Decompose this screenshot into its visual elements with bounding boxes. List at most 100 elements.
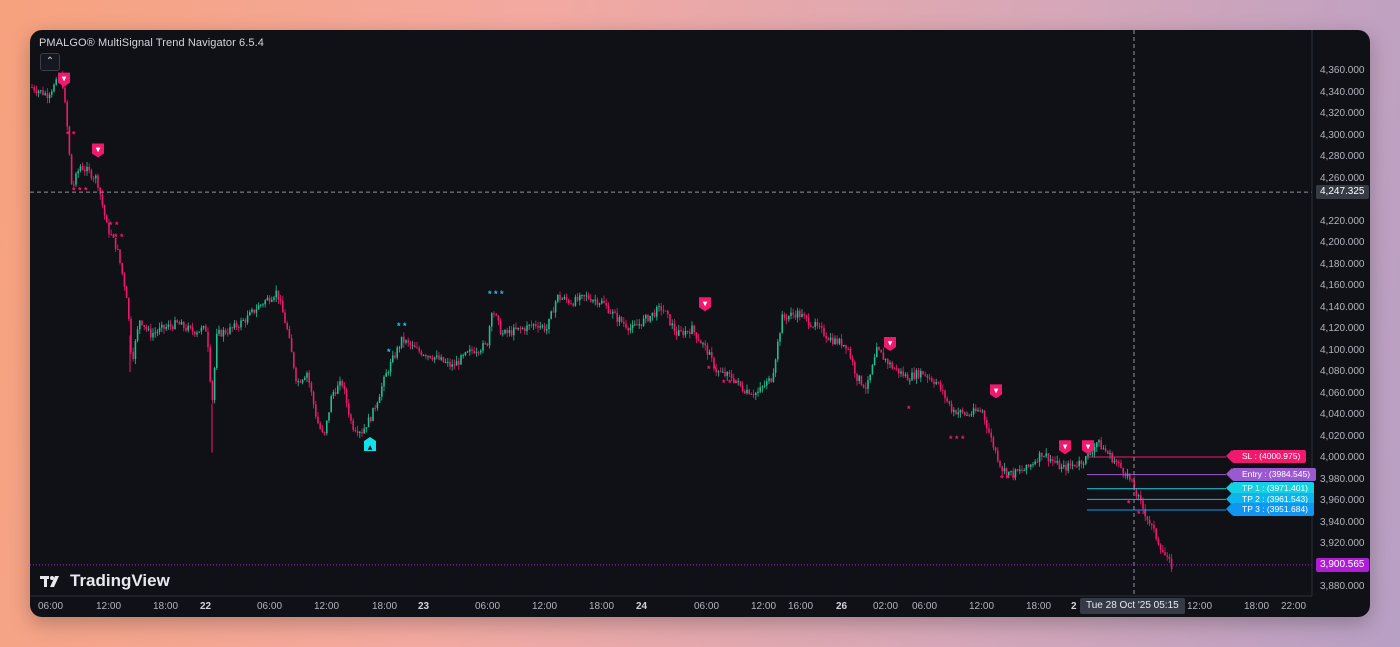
candle-body xyxy=(515,327,517,330)
candle-body xyxy=(719,371,722,373)
axes-layer xyxy=(30,30,1313,597)
candle-body xyxy=(286,323,288,329)
star-label: * * xyxy=(66,130,76,140)
candle-body xyxy=(1041,452,1043,457)
candle-body xyxy=(73,184,75,186)
candle-body xyxy=(662,310,665,312)
candle-body xyxy=(647,315,649,322)
candle-body xyxy=(1030,464,1032,467)
candle-body xyxy=(898,368,900,374)
candle-body xyxy=(114,237,117,249)
candle-body xyxy=(1102,448,1105,450)
candle-body xyxy=(893,368,896,370)
candle-body xyxy=(966,414,968,416)
candle-body xyxy=(869,374,871,381)
candle-body xyxy=(387,372,390,374)
candle-body xyxy=(178,322,181,325)
candle-body xyxy=(658,306,660,308)
price-tick-label: 4,180.000 xyxy=(1320,258,1365,270)
candle-body xyxy=(1155,528,1157,539)
time-tick-label: 06:00 xyxy=(38,601,64,612)
candle-body xyxy=(799,310,801,318)
candle-body xyxy=(271,299,273,302)
candle-body xyxy=(1129,473,1131,480)
candle-body xyxy=(924,374,926,376)
candle-body xyxy=(834,338,836,345)
candle-body xyxy=(988,428,990,433)
candle-body xyxy=(948,401,951,404)
candle-body xyxy=(528,324,530,326)
candle-body xyxy=(752,394,755,396)
candle-body xyxy=(904,374,907,376)
crosshair-layer xyxy=(30,30,1312,596)
time-tick-label: 12:00 xyxy=(314,601,340,612)
candle-body xyxy=(462,355,464,357)
candle-body xyxy=(163,324,165,329)
candles-layer xyxy=(31,70,1173,572)
candle-body xyxy=(381,386,383,397)
candle-body xyxy=(1060,466,1063,470)
candle-body xyxy=(154,332,156,334)
candle-body xyxy=(1109,453,1111,455)
candle-body xyxy=(400,336,403,348)
candle-body xyxy=(33,87,35,91)
candle-body xyxy=(1151,523,1153,526)
candle-body xyxy=(389,362,392,373)
candle-body xyxy=(1027,464,1030,467)
indicator-title[interactable]: PMALGO® MultiSignal Trend Navigator 6.5.… xyxy=(39,37,264,49)
star-label: * * * xyxy=(488,289,504,299)
candle-body xyxy=(1140,495,1142,501)
candle-body xyxy=(356,431,359,434)
chevron-up-icon[interactable]: ⌃ xyxy=(40,53,60,71)
candle-body xyxy=(737,381,739,383)
chart-window[interactable]: * * * * * * * * * * * * * * * * * * * * * * * * * *… xyxy=(30,30,1370,617)
candle-body xyxy=(383,376,385,387)
candle-body xyxy=(471,349,473,351)
candle-body xyxy=(823,327,825,336)
candle-body xyxy=(860,375,863,385)
candle-body xyxy=(1025,464,1028,471)
candle-body xyxy=(554,301,557,313)
candle-body xyxy=(796,310,799,318)
star-label: * * xyxy=(1137,509,1147,519)
candle-body xyxy=(1038,452,1041,462)
candle-body xyxy=(213,367,216,400)
candle-body xyxy=(374,407,376,409)
candle-body xyxy=(510,330,513,336)
candle-body xyxy=(152,333,154,338)
candle-body xyxy=(570,303,572,305)
price-chart[interactable]: * * * * * * * * * * * * * * * * * * * * * * * * * *… xyxy=(30,30,1370,617)
candle-body xyxy=(682,330,684,336)
candle-body xyxy=(937,382,940,384)
candle-body xyxy=(77,170,79,174)
candle-body xyxy=(1023,470,1025,472)
candle-body xyxy=(330,396,332,413)
candle-body xyxy=(1005,468,1008,476)
candle-body xyxy=(594,299,596,301)
candle-body xyxy=(909,380,911,382)
candle-body xyxy=(506,329,508,333)
candle-body xyxy=(385,372,387,377)
candle-body xyxy=(117,248,119,250)
candle-body xyxy=(205,326,207,332)
candle-body xyxy=(829,337,832,341)
candle-body xyxy=(1019,469,1021,471)
candle-body xyxy=(878,347,880,350)
svg-text:▲: ▲ xyxy=(368,444,373,451)
candle-body xyxy=(814,322,816,327)
svg-text:▼: ▼ xyxy=(96,147,101,154)
candle-body xyxy=(128,297,130,319)
candle-body xyxy=(180,321,183,325)
candle-body xyxy=(733,378,735,383)
candle-body xyxy=(669,314,671,326)
candle-body xyxy=(398,347,401,349)
candle-body xyxy=(649,315,651,322)
candle-body xyxy=(598,303,601,305)
candle-body xyxy=(1071,464,1074,466)
candle-body xyxy=(928,377,931,379)
candle-body xyxy=(440,357,442,360)
candle-body xyxy=(453,364,456,366)
candle-body xyxy=(367,417,370,428)
candle-body xyxy=(642,318,645,326)
svg-text:▼: ▼ xyxy=(1086,443,1091,450)
